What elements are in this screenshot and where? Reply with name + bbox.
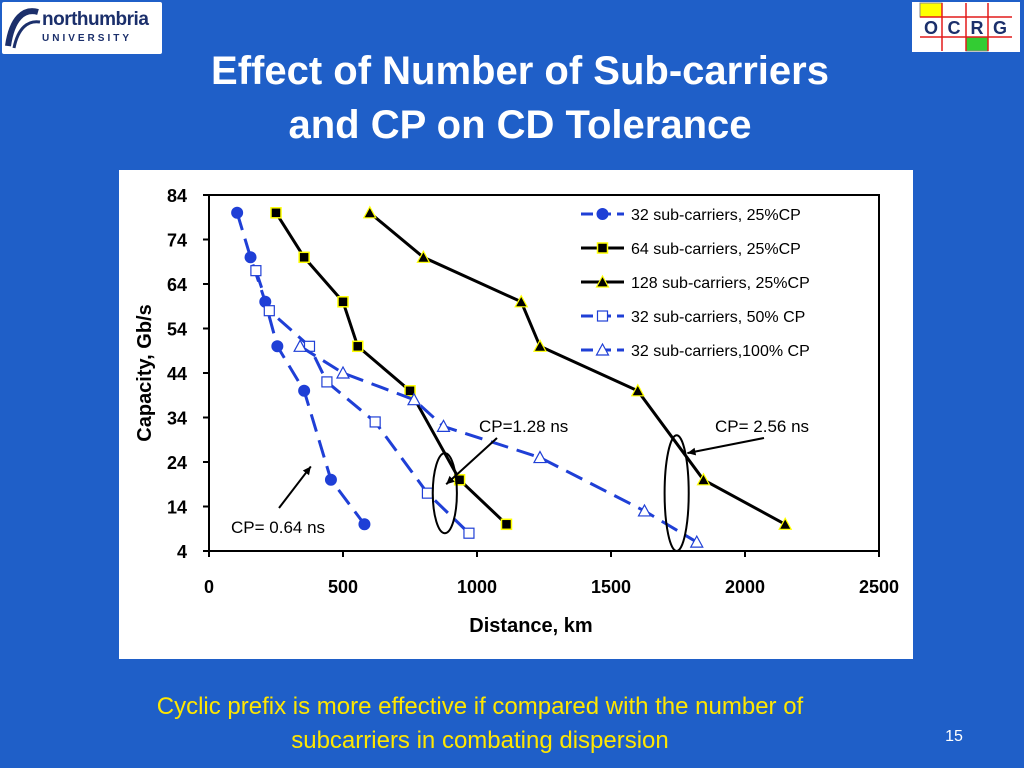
series-5-point [293,339,308,352]
series-3-point [630,383,645,397]
series-2-point [453,474,466,486]
annotation-arrowhead-3 [687,447,697,456]
y-tick-label: 24 [167,453,187,473]
y-tick-label: 14 [167,498,187,518]
annotation-label-3: CP= 2.56 ns [715,417,809,436]
legend-marker-5 [595,342,610,356]
legend-label-4: 32 sub-carriers, 50% CP [631,309,805,326]
series-5-point [436,419,451,432]
series-2-point [404,385,416,397]
legend-marker-4 [596,310,609,322]
series-3-point [514,294,529,308]
x-tick-label: 0 [204,577,214,597]
y-tick-label: 34 [167,409,187,429]
y-tick-label: 74 [167,231,187,251]
series-4-point [421,487,434,499]
series-1-point [358,518,371,531]
ocrg-letter: O [924,18,938,38]
annotation-arrowhead-1 [302,466,311,476]
series-5-point [637,503,652,517]
northumbria-swoosh-icon [5,8,41,49]
legend-label-2: 64 sub-carriers, 25%CP [631,241,801,258]
y-tick-label: 4 [177,542,187,562]
x-tick-label: 1500 [591,577,631,597]
x-tick-label: 1000 [457,577,497,597]
series-3-point [416,250,431,263]
cp-ellipse-1 [431,452,458,535]
university-name: northumbria [42,9,149,30]
legend-label-3: 128 sub-carriers, 25%CP [631,275,810,292]
series-2-point [337,296,349,308]
series-4-point [463,527,475,539]
capacity-distance-chart: 4 14 24 34 44 54 64 74 84 0 500 1000 1500 2000 2500 Dis… [134,186,899,637]
y-tick-label: 54 [167,320,187,340]
annotation-label-2: CP=1.28 ns [479,417,568,436]
y-tick-label: 64 [167,275,187,295]
slide-title-line-1: Effect of Number of Sub-carriers [211,49,829,93]
x-tick-label: 2500 [859,577,899,597]
ocrg-letter: G [993,18,1007,38]
x-tick-label: 2000 [725,577,765,597]
series-4-point [263,305,275,317]
series-1-point [271,340,284,353]
y-axis-label: Capacity, Gb/s [134,304,156,441]
series-5-point [335,365,351,379]
legend-label-1: 32 sub-carriers, 25%CP [631,207,801,224]
series-5-point [689,534,704,548]
series-1-point [324,473,337,486]
annotation-arrow-2 [445,437,498,485]
caption-line-2: subcarriers in combating dispersion [291,727,669,754]
series-3-point [362,205,377,219]
series-1-point [231,206,244,219]
slide-title: Effect of Number of Sub-carriers and CP … [130,44,910,152]
legend-marker-3 [595,274,610,288]
annotation-arrow-1 [278,465,312,509]
legend-marker-2 [596,242,609,254]
slide-title-line-2: and CP on CD Tolerance [288,103,752,147]
series-5-point [532,450,547,464]
annotation-label-1: CP= 0.64 ns [231,518,325,537]
annotation-arrowhead-2 [446,475,455,485]
series-line-4 [254,270,471,535]
legend-marker-1 [596,208,609,220]
series-1-point [298,384,311,397]
ocrg-letter: R [971,18,984,38]
series-2-point [351,340,364,353]
northumbria-logo: northumbria UNIVERSITY [2,2,162,54]
series-4-point [321,376,333,388]
series-line-2 [274,211,508,526]
series-5-point [407,392,422,406]
series-2-point [500,518,513,531]
annotation-arrow-3 [687,437,765,455]
series-4-point [250,265,262,277]
series-3-point [532,339,547,352]
chart-panel: 4 14 24 34 44 54 64 74 84 0 500 1000 1500 2000 2500 Dis… [119,170,913,659]
y-tick-label: 44 [167,364,187,384]
series-3-point [696,472,711,486]
series-3-point [778,517,793,530]
page-number: 15 [945,728,963,745]
cp-ellipse-2 [663,434,690,552]
x-axis-label: Distance, km [469,615,592,637]
slide-caption: Cyclic prefix is more effective if compa… [90,690,870,758]
university-subtitle: UNIVERSITY [42,33,133,44]
caption-line-1: Cyclic prefix is more effective if compa… [156,693,804,720]
ocrg-letter: C [948,18,961,38]
series-1-point [244,251,257,264]
y-tick-label: 84 [167,186,187,206]
x-tick-label: 500 [328,577,358,597]
series-4-point [369,416,381,428]
legend-label-5: 32 sub-carriers,100% CP [631,343,810,360]
series-line-5 [299,345,698,544]
series-2-point [270,207,282,219]
series-2-point [298,251,310,264]
